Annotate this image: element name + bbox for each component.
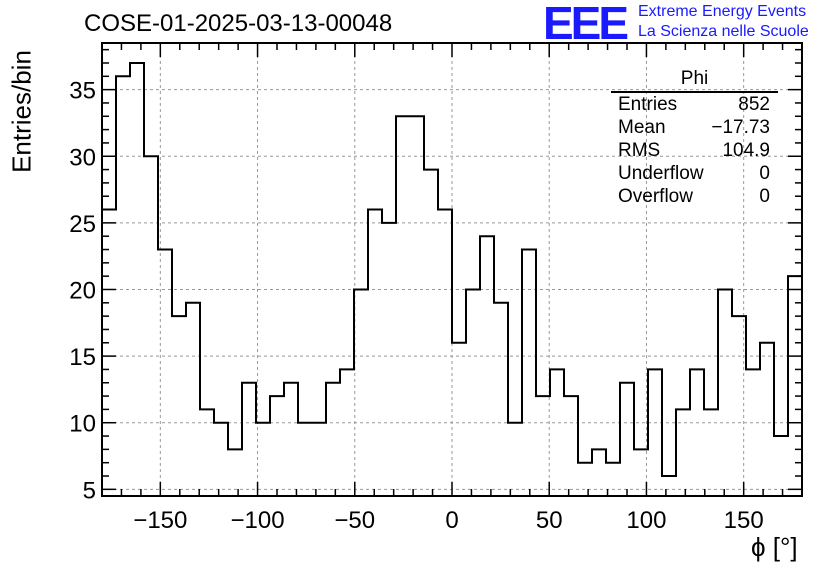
x-tick-label: 100 (626, 507, 666, 534)
x-tick-label: 150 (724, 507, 764, 534)
stats-label: Overflow (618, 186, 693, 207)
x-tick-label: −100 (231, 507, 285, 534)
stats-box-title: Phi (611, 68, 778, 93)
stats-row-entries: Entries 852 (611, 93, 778, 116)
y-tick-label: 15 (69, 344, 96, 371)
stats-value: −17.73 (711, 117, 770, 138)
y-tick-label: 20 (69, 277, 96, 304)
stats-row-rms: RMS 104.9 (611, 139, 778, 162)
x-tick-label: −50 (334, 507, 375, 534)
eee-logo: EEE (543, 0, 629, 49)
stats-value: 0 (759, 163, 770, 184)
y-tick-label: 30 (69, 144, 96, 171)
stats-row-mean: Mean −17.73 (611, 116, 778, 139)
y-tick-label: 5 (83, 477, 96, 504)
logo-line-2: La Scienza nelle Scuole (638, 23, 809, 40)
x-tick-label: 0 (445, 507, 458, 534)
stats-row-underflow: Underflow 0 (611, 162, 778, 185)
histogram-step-line (102, 61, 802, 478)
stats-label: RMS (618, 140, 661, 161)
stats-value: 852 (738, 94, 770, 115)
y-axis-label: Entries/bin (6, 50, 37, 173)
stats-label: Underflow (618, 163, 704, 184)
x-tick-label: −150 (133, 507, 187, 534)
x-tick-label: 50 (536, 507, 563, 534)
stats-label: Mean (618, 117, 666, 138)
stats-label: Entries (618, 94, 678, 115)
stats-row-overflow: Overflow 0 (611, 185, 778, 208)
stats-box: Phi Entries 852 Mean −17.73 RMS 104.9 Un… (611, 68, 778, 208)
chart-title: COSE-01-2025-03-13-00048 (84, 10, 393, 37)
y-tick-label: 35 (69, 78, 96, 105)
axis-ticks: −150 −100 −50 0 50 100 150 5 10 15 20 25 30 35 (69, 43, 803, 534)
y-tick-label: 10 (69, 411, 96, 438)
x-axis-label: ϕ [°] (751, 532, 798, 562)
logo-line-1: Extreme Energy Events (638, 3, 807, 20)
stats-value: 104.9 (722, 140, 770, 161)
y-tick-label: 25 (69, 211, 96, 238)
stats-value: 0 (759, 186, 770, 207)
